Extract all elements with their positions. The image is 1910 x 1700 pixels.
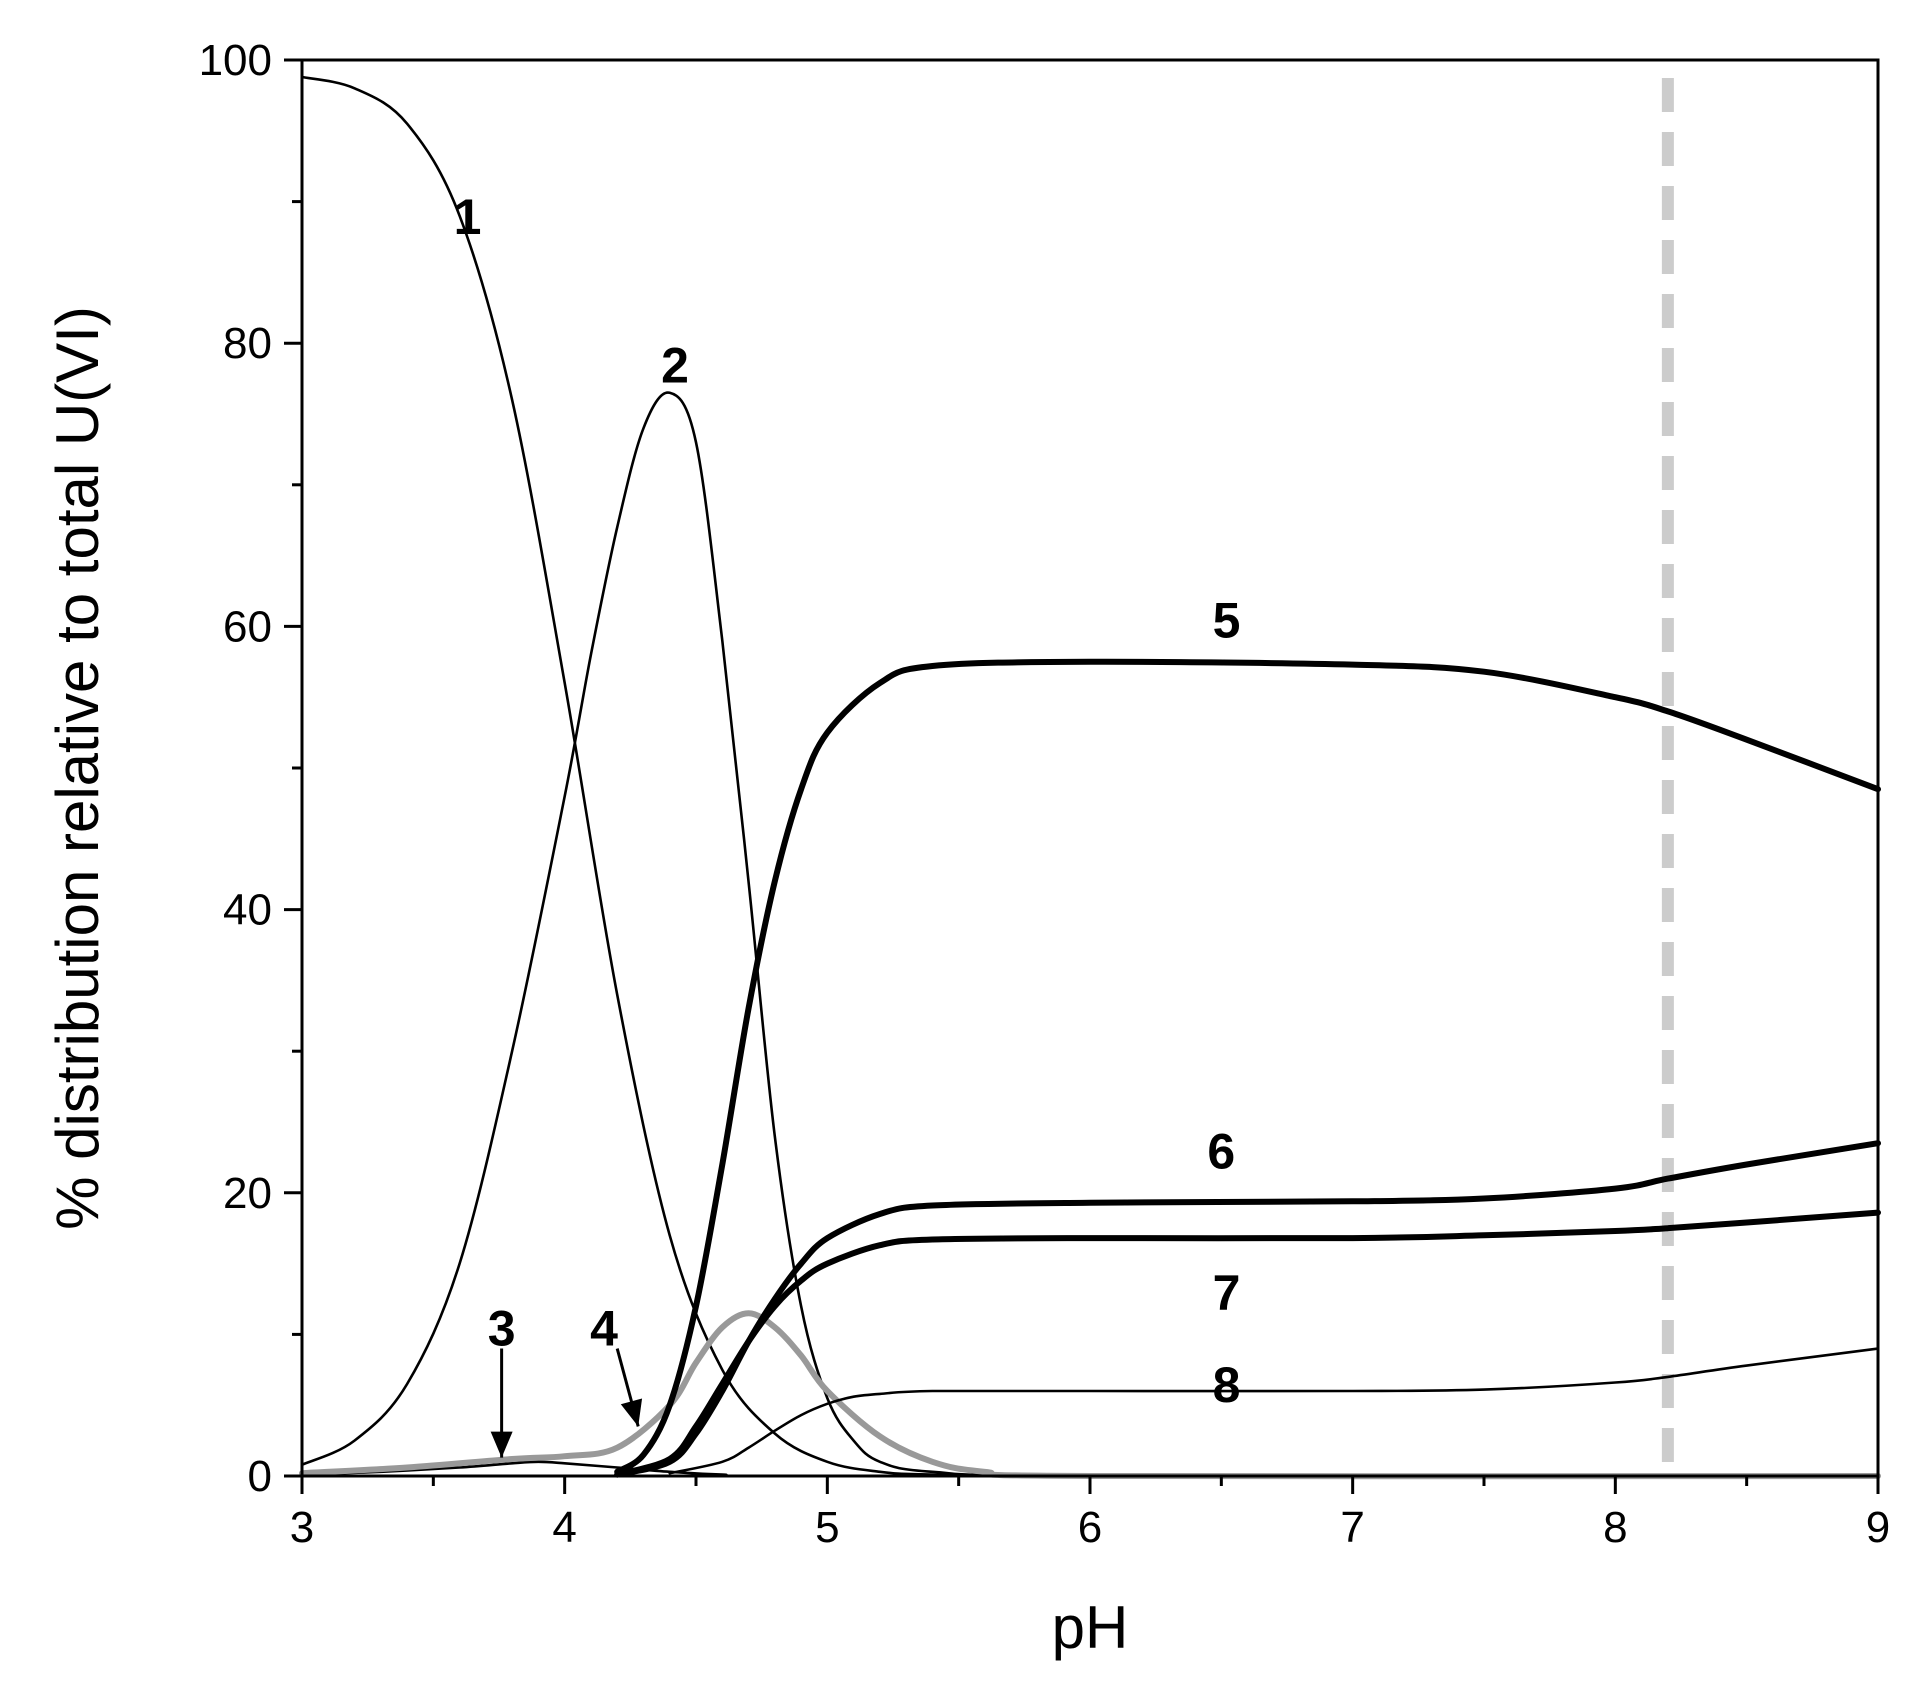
curve-label-3: 3 bbox=[488, 1300, 516, 1356]
axis-ticks bbox=[284, 58, 1880, 1494]
y-tick-label: 100 bbox=[199, 36, 272, 85]
curve-label-1: 1 bbox=[454, 189, 482, 245]
curve-labels: 1 2 3 4 5 6 7 8 bbox=[454, 189, 1241, 1458]
x-tick-label: 4 bbox=[552, 1503, 576, 1552]
series-4-line bbox=[299, 1310, 1881, 1480]
y-tick-label: 20 bbox=[223, 1169, 272, 1218]
y-tick-label: 60 bbox=[223, 602, 272, 651]
series-8-line bbox=[668, 1347, 1880, 1475]
series-layer bbox=[299, 75, 1881, 1480]
axis-tick-labels: 3 4 5 6 7 8 9 0 20 40 60 80 100 bbox=[199, 36, 1891, 1552]
x-tick-label: 9 bbox=[1866, 1503, 1890, 1552]
series-5-line bbox=[614, 658, 1881, 1475]
y-tick-label: 0 bbox=[248, 1452, 272, 1501]
curve-label-4: 4 bbox=[590, 1300, 618, 1356]
y-tick-label: 40 bbox=[223, 886, 272, 935]
x-axis-title: pH bbox=[1052, 1594, 1129, 1661]
x-tick-label: 5 bbox=[815, 1503, 839, 1552]
curve-label-5: 5 bbox=[1213, 592, 1241, 648]
curve-label-2: 2 bbox=[661, 337, 689, 393]
curve-label-8: 8 bbox=[1213, 1357, 1241, 1413]
curve-label-7: 7 bbox=[1213, 1265, 1241, 1321]
curve-label-6: 6 bbox=[1207, 1123, 1235, 1179]
plot-frame bbox=[300, 58, 1880, 1478]
series-1-line bbox=[300, 75, 1880, 1478]
series-6-line bbox=[614, 1140, 1881, 1478]
x-tick-label: 3 bbox=[290, 1503, 314, 1552]
arrow-3-head bbox=[490, 1431, 513, 1458]
arrow-4-head bbox=[620, 1398, 643, 1427]
series-2-line bbox=[300, 391, 1880, 1478]
x-tick-label: 7 bbox=[1340, 1503, 1364, 1552]
x-tick-label: 8 bbox=[1603, 1503, 1627, 1552]
y-tick-label: 80 bbox=[223, 319, 272, 368]
series-7-line bbox=[614, 1209, 1881, 1478]
x-tick-label: 6 bbox=[1078, 1503, 1102, 1552]
y-axis-title: % distribution relative to total U(VI) bbox=[44, 306, 111, 1230]
